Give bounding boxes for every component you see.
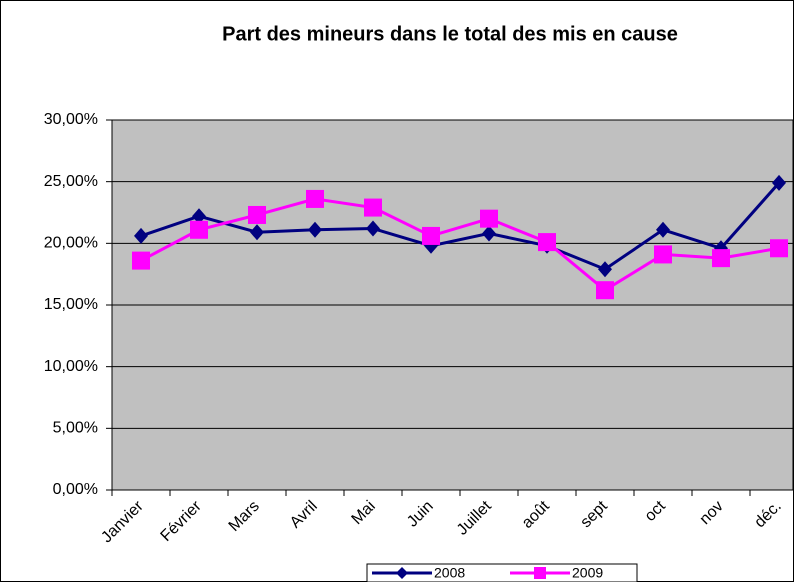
point [482,225,496,242]
point [772,174,786,191]
point [598,261,612,278]
y-tick-label: 10,00% [44,358,98,375]
legend: 2008 2009 [366,563,638,582]
point [306,189,324,208]
point [538,233,556,252]
point [190,220,208,239]
point [366,220,380,237]
y-tick-label: 15,00% [44,296,98,313]
y-tick-label: 30,00% [44,111,98,128]
y-tick-label: 5,00% [53,420,98,437]
point [248,205,266,224]
point [134,227,148,244]
series-line [140,197,780,293]
point [654,245,672,264]
y-tick-label: 0,00% [53,481,98,498]
point [250,224,264,241]
point [192,208,206,225]
legend-marker [534,567,546,579]
legend-label: 2009 [572,565,603,581]
legend-box [366,563,638,582]
series-line [140,181,781,271]
point [132,251,150,270]
point [656,221,670,238]
y-tick-label: 20,00% [44,235,98,252]
legend-label: 2008 [434,565,465,581]
point [596,281,614,300]
chart-title: Part des mineurs dans le total des mis e… [222,23,678,45]
legend-marker [396,567,408,579]
point [770,239,788,258]
point [308,221,322,238]
point [480,209,498,228]
point [712,249,730,268]
point [422,226,440,245]
y-tick-label: 25,00% [44,173,98,190]
point [364,198,382,217]
